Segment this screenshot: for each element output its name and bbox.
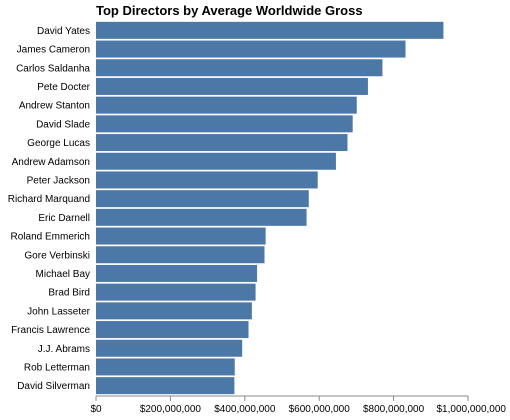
bar-michael-bay bbox=[96, 264, 258, 282]
bar-francis-lawrence bbox=[96, 321, 249, 339]
bar-brad-bird bbox=[96, 283, 256, 301]
bar-carlos-saldanha bbox=[96, 59, 383, 77]
bars-group bbox=[96, 21, 444, 395]
x-tick-label: $800,000,000 bbox=[363, 404, 425, 415]
category-label: David Slade bbox=[36, 119, 90, 130]
bar-david-yates bbox=[96, 21, 444, 39]
x-axis: $0 $200,000,000 $400,000,000 $600,000,000 $8… bbox=[90, 395, 506, 415]
category-label: Andrew Adamson bbox=[12, 157, 90, 168]
category-label: Eric Darnell bbox=[38, 213, 90, 224]
chart-title: Top Directors by Average Worldwide Gross bbox=[96, 3, 363, 18]
category-label: James Cameron bbox=[17, 45, 90, 56]
bar-pete-docter bbox=[96, 77, 368, 95]
category-label: George Lucas bbox=[27, 138, 90, 149]
category-label: Roland Emmerich bbox=[11, 232, 90, 243]
bar-david-slade bbox=[96, 115, 353, 133]
category-label: David Yates bbox=[37, 26, 90, 37]
category-label: John Lasseter bbox=[27, 306, 90, 317]
category-label: Pete Docter bbox=[37, 82, 90, 93]
bar-george-lucas bbox=[96, 134, 348, 152]
x-tick-label: $400,000,000 bbox=[214, 404, 276, 415]
bar-john-lasseter bbox=[96, 302, 252, 320]
category-label: Carlos Saldanha bbox=[16, 63, 90, 74]
category-label: Andrew Stanton bbox=[19, 101, 90, 112]
x-tick-label: $1,000,000,000 bbox=[436, 404, 506, 415]
x-tick-label: $600,000,000 bbox=[289, 404, 351, 415]
category-label: Rob Letterman bbox=[24, 362, 90, 373]
x-tick-label: $200,000,000 bbox=[140, 404, 202, 415]
category-label: Francis Lawrence bbox=[11, 325, 90, 336]
category-label: Brad Bird bbox=[48, 288, 90, 299]
bar-richard-marquand bbox=[96, 190, 309, 208]
bar-gore-verbinski bbox=[96, 246, 265, 264]
bar-eric-darnell bbox=[96, 208, 307, 226]
category-label: J.J. Abrams bbox=[38, 344, 90, 355]
bar-james-cameron bbox=[96, 40, 406, 58]
bar-andrew-stanton bbox=[96, 96, 357, 114]
x-tick-label: $0 bbox=[90, 404, 102, 415]
bar-rob-letterman bbox=[96, 358, 235, 376]
category-label: Richard Marquand bbox=[8, 194, 90, 205]
bar-peter-jackson bbox=[96, 171, 318, 189]
bar-j-j-abrams bbox=[96, 339, 243, 357]
category-labels: David Yates James Cameron Carlos Saldanha P… bbox=[8, 26, 91, 392]
category-label: Gore Verbinski bbox=[24, 250, 90, 261]
category-label: David Silverman bbox=[17, 381, 90, 392]
bar-david-silverman bbox=[96, 377, 235, 395]
category-label: Peter Jackson bbox=[27, 175, 90, 186]
category-label: Michael Bay bbox=[36, 269, 90, 280]
bar-roland-emmerich bbox=[96, 227, 266, 245]
bar-andrew-adamson bbox=[96, 152, 336, 170]
